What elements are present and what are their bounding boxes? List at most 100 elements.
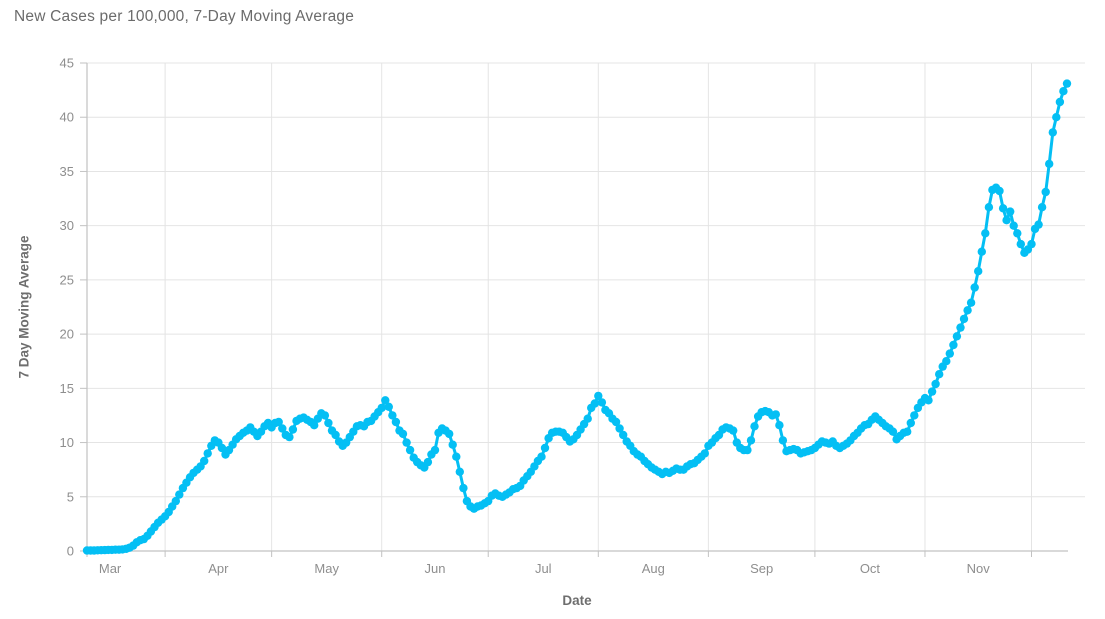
- data-point: [942, 357, 951, 366]
- data-line: [85, 82, 1069, 552]
- data-point: [590, 399, 599, 408]
- data-point: [597, 398, 607, 407]
- data-point: [927, 387, 937, 396]
- data-point: [1045, 159, 1054, 169]
- data-point: [594, 391, 603, 401]
- data-point: [1027, 239, 1036, 249]
- data-point: [405, 445, 415, 455]
- data-point: [381, 396, 390, 405]
- data-point: [1002, 216, 1011, 225]
- x-axis-title: Date: [562, 593, 592, 608]
- data-point: [956, 323, 965, 332]
- data-point: [583, 414, 592, 423]
- y-tick-label: 5: [67, 489, 74, 504]
- data-point: [963, 306, 972, 315]
- data-point: [430, 445, 440, 455]
- data-point: [171, 496, 180, 506]
- data-point: [203, 449, 212, 458]
- data-point: [998, 204, 1008, 213]
- data-point: [200, 456, 209, 466]
- data-point: [906, 418, 915, 428]
- data-point: [935, 370, 944, 379]
- y-tick-label: 45: [60, 56, 74, 71]
- data-point: [278, 424, 287, 433]
- x-tick-label: Mar: [99, 561, 122, 576]
- data-point: [619, 430, 628, 440]
- data-point: [175, 490, 184, 499]
- data-point: [966, 298, 976, 307]
- data-point: [217, 443, 227, 453]
- data-point: [331, 430, 340, 440]
- data-point: [1016, 239, 1025, 249]
- x-tick-label: May: [314, 561, 339, 576]
- data-point: [746, 436, 756, 445]
- data-point: [384, 402, 393, 411]
- data-point: [931, 379, 940, 389]
- x-tick-label: Jun: [424, 561, 445, 576]
- data-point: [452, 452, 461, 461]
- data-point: [952, 332, 962, 341]
- data-point: [445, 429, 454, 439]
- x-tick-label: Oct: [860, 561, 881, 576]
- data-point: [1009, 221, 1018, 230]
- data-point: [771, 410, 780, 419]
- y-tick-label: 30: [60, 218, 74, 233]
- y-tick-label: 35: [60, 164, 74, 179]
- y-axis-title: 7 Day Moving Average: [16, 235, 32, 379]
- data-point: [924, 396, 933, 405]
- data-point: [778, 436, 788, 445]
- y-tick-label: 20: [60, 327, 74, 342]
- data-point: [729, 426, 738, 435]
- data-point: [285, 432, 294, 442]
- data-point: [949, 340, 958, 350]
- data-point: [274, 417, 283, 427]
- data-point: [398, 429, 408, 439]
- data-point: [910, 411, 919, 420]
- x-tick-label: Nov: [967, 561, 991, 576]
- data-point: [310, 421, 319, 430]
- data-point: [377, 403, 386, 413]
- data-point: [981, 229, 990, 238]
- data-point: [977, 247, 986, 256]
- data-point: [423, 457, 433, 467]
- data-point: [984, 203, 994, 212]
- chart-title: New Cases per 100,000, 7-Day Moving Aver…: [14, 8, 355, 25]
- data-point: [1062, 79, 1072, 88]
- data-point: [750, 422, 759, 431]
- y-tick-label: 10: [60, 435, 74, 450]
- data-point: [615, 424, 624, 433]
- x-tick-label: Jul: [535, 561, 552, 576]
- data-point: [537, 452, 546, 461]
- data-point: [611, 417, 621, 427]
- y-tick-label: 0: [67, 544, 74, 559]
- data-point: [1048, 128, 1058, 137]
- data-point: [320, 411, 330, 420]
- data-point: [700, 449, 709, 458]
- data-point: [1013, 229, 1022, 238]
- data-point: [540, 443, 550, 453]
- data-point: [1034, 220, 1043, 229]
- data-point: [459, 483, 468, 493]
- data-point: [402, 438, 411, 447]
- x-tick-label: Sep: [750, 561, 773, 576]
- data-point: [324, 418, 333, 428]
- data-point: [945, 349, 954, 358]
- data-point: [388, 411, 397, 420]
- data-point: [1041, 187, 1050, 197]
- data-point: [1006, 207, 1015, 216]
- data-point: [775, 421, 784, 430]
- y-tick-label: 25: [60, 272, 74, 287]
- x-tick-label: Aug: [642, 561, 665, 576]
- data-point: [888, 427, 898, 436]
- data-point: [448, 440, 457, 449]
- x-tick-label: Apr: [208, 561, 229, 576]
- data-point: [1052, 113, 1061, 122]
- data-point: [1037, 203, 1047, 212]
- data-point: [743, 445, 752, 455]
- data-point: [1059, 87, 1068, 96]
- y-tick-label: 15: [60, 381, 74, 396]
- data-point: [288, 425, 298, 434]
- data-point: [970, 283, 979, 292]
